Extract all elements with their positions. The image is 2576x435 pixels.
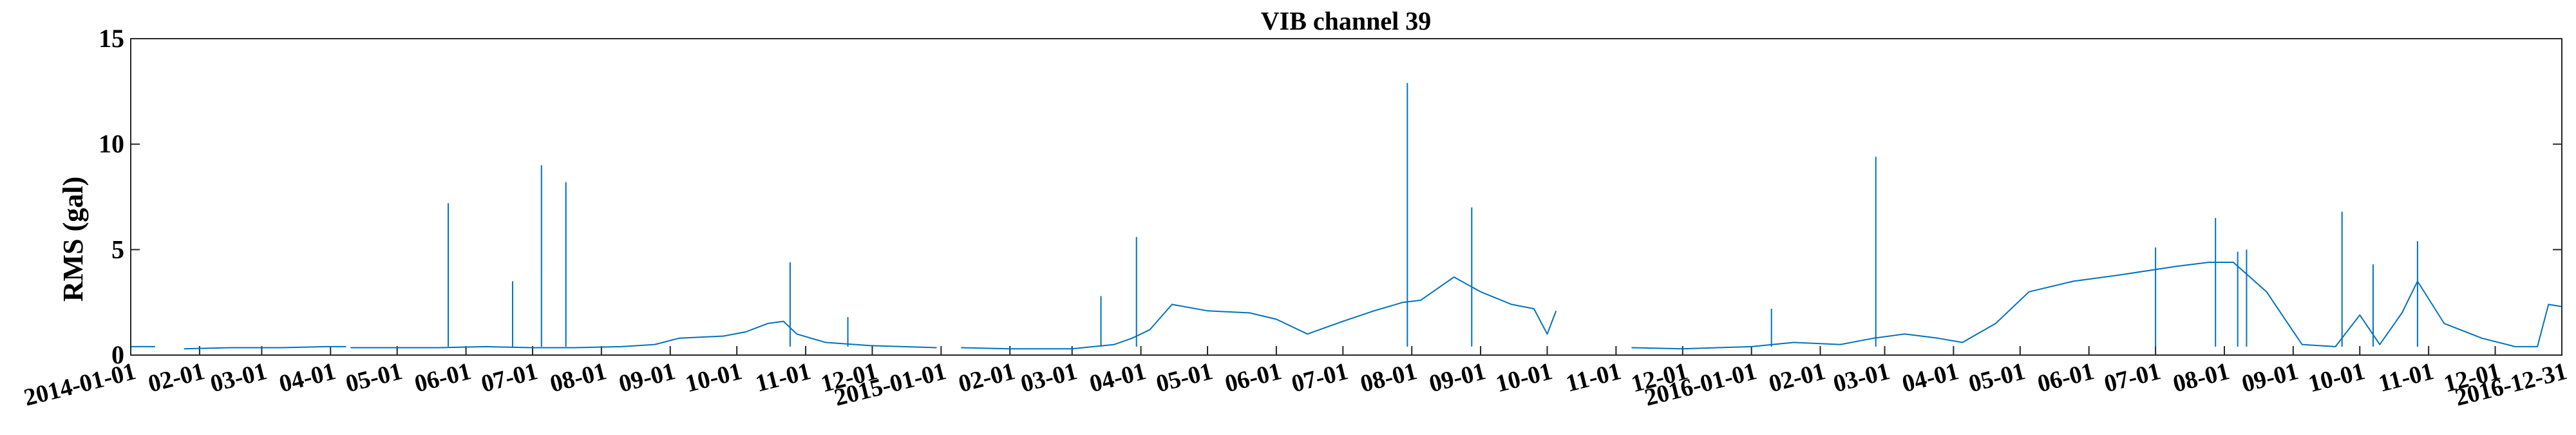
series-segment-3	[350, 320, 937, 349]
x-tick-label: 09-01	[1426, 358, 1488, 398]
x-tick-label: 10-01	[2306, 358, 2367, 398]
chart-title: VIB channel 39	[1261, 6, 1432, 35]
x-tick-label: 09-01	[2239, 358, 2301, 398]
x-tick-label: 04-01	[1087, 358, 1149, 398]
x-tick-label: 07-01	[2101, 358, 2163, 398]
rms-series	[131, 82, 2562, 350]
x-tick-label: 05-01	[1966, 358, 2028, 398]
x-tick-label: 07-01	[1289, 358, 1350, 398]
series-segment-4	[961, 276, 1557, 350]
x-tick-label: 06-01	[1222, 358, 1284, 398]
x-tick-label: 10-01	[683, 358, 744, 398]
x-tick-label: 02-01	[956, 358, 1018, 398]
x-axis-ticks: 2014-01-01 02-01 03-01 04-01 05-01 06-01 07-01…	[21, 346, 2570, 412]
x-tick-label: 02-01	[1766, 358, 1828, 398]
x-tick-label: 08-01	[2170, 358, 2232, 398]
y-tick-label: 10	[99, 130, 124, 159]
y-tick-label: 0	[111, 340, 124, 369]
x-tick-label: 11-01	[2376, 358, 2436, 398]
x-tick-label: 08-01	[1358, 358, 1419, 398]
x-tick-label: 03-01	[1018, 358, 1080, 398]
x-tick-label: 07-01	[478, 358, 540, 398]
x-tick-label: 11-01	[1563, 358, 1624, 398]
y-axis-label: RMS (gal)	[57, 177, 89, 302]
x-tick-label: 06-01	[412, 358, 474, 398]
x-tick-label: 05-01	[1153, 358, 1215, 398]
x-tick-label: 2014-01-01	[21, 358, 138, 412]
y-tick-label: 15	[99, 24, 124, 53]
plot-area	[130, 38, 2562, 356]
series-segment-2	[184, 345, 346, 350]
x-tick-label: 10-01	[1493, 358, 1555, 398]
x-tick-label: 04-01	[276, 358, 338, 398]
x-tick-label: 09-01	[616, 358, 678, 398]
series-segment-5	[1631, 262, 2562, 350]
x-tick-label: 04-01	[1899, 358, 1961, 398]
x-tick-label: 02-01	[146, 358, 207, 398]
y-axis-ticks: 0 5 10 15	[99, 24, 2562, 369]
x-tick-label: 06-01	[2035, 358, 2097, 398]
y-tick-label: 5	[111, 235, 124, 264]
x-tick-label: 08-01	[547, 358, 609, 398]
x-tick-label: 03-01	[207, 358, 269, 398]
x-tick-label: 03-01	[1831, 358, 1893, 398]
x-tick-label: 05-01	[343, 358, 405, 398]
x-tick-label: 11-01	[753, 358, 813, 398]
